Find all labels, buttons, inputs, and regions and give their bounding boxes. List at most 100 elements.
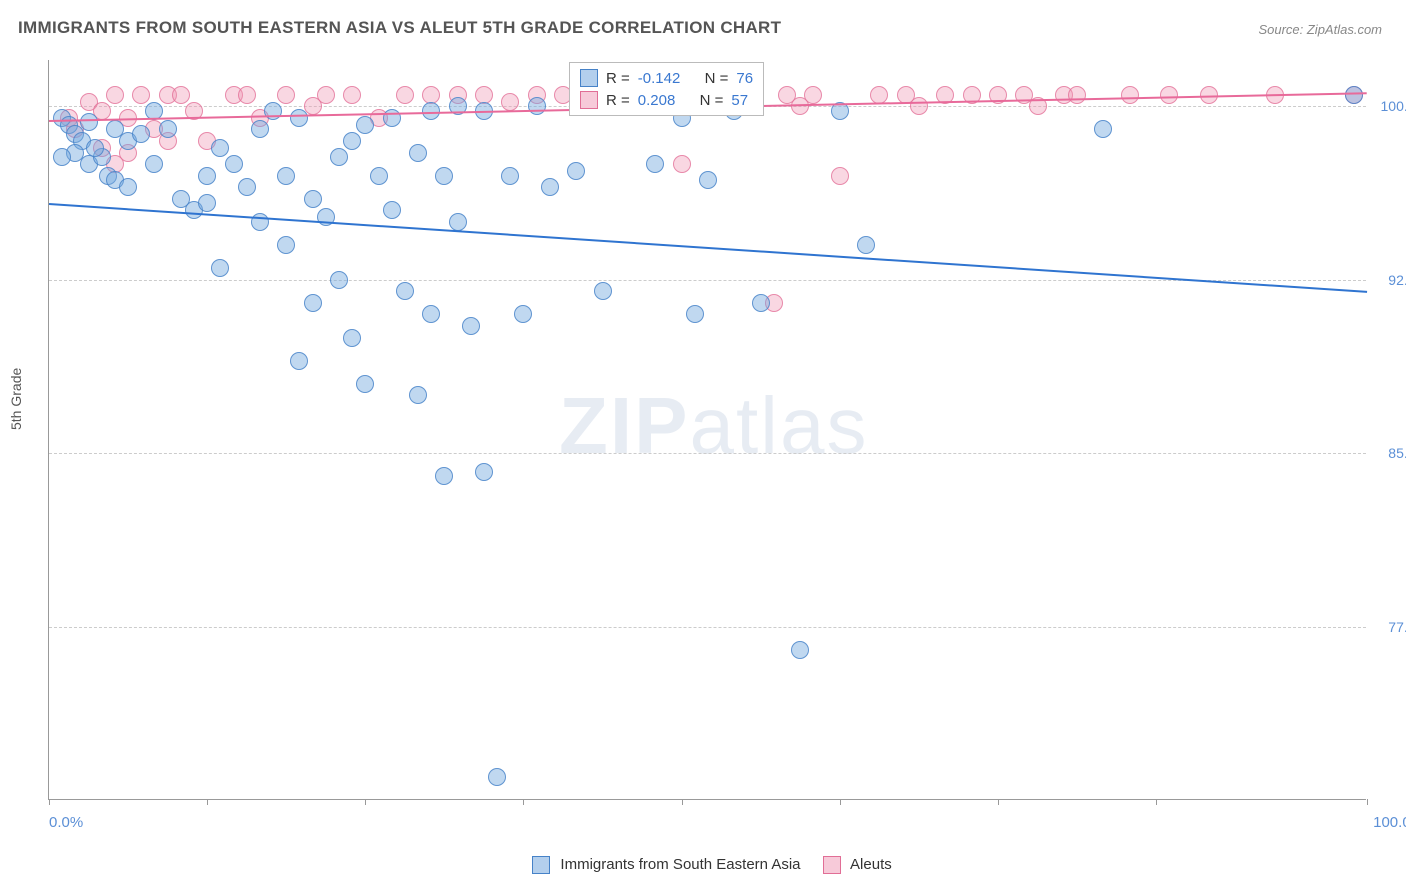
y-tick-label: 85.0%	[1388, 445, 1406, 461]
stat-swatch-blue	[580, 69, 598, 87]
scatter-point-blue	[686, 305, 704, 323]
scatter-point-blue	[462, 317, 480, 335]
stat-n-label: N =	[700, 92, 724, 109]
scatter-point-blue	[211, 139, 229, 157]
scatter-point-pink	[396, 86, 414, 104]
scatter-point-blue	[594, 282, 612, 300]
stat-r-value-blue: -0.142	[638, 70, 681, 87]
scatter-point-blue	[277, 167, 295, 185]
scatter-point-blue	[238, 178, 256, 196]
scatter-point-pink	[673, 155, 691, 173]
x-axis-label-left: 0.0%	[49, 814, 83, 831]
legend-swatch-blue	[532, 856, 550, 874]
scatter-point-blue	[159, 120, 177, 138]
x-axis-label-right: 100.0%	[1373, 814, 1406, 831]
scatter-point-pink	[238, 86, 256, 104]
stat-swatch-pink	[580, 91, 598, 109]
x-tick	[523, 799, 524, 805]
scatter-point-blue	[383, 109, 401, 127]
scatter-point-pink	[172, 86, 190, 104]
scatter-point-blue	[435, 167, 453, 185]
watermark-part2: atlas	[689, 381, 868, 470]
scatter-point-blue	[330, 271, 348, 289]
legend-swatch-pink	[823, 856, 841, 874]
scatter-point-blue	[791, 641, 809, 659]
scatter-point-blue	[370, 167, 388, 185]
scatter-point-blue	[699, 171, 717, 189]
scatter-point-blue	[198, 194, 216, 212]
stat-r-label: R =	[606, 92, 630, 109]
scatter-point-pink	[343, 86, 361, 104]
scatter-point-pink	[132, 86, 150, 104]
scatter-point-blue	[435, 467, 453, 485]
stat-row-blue: R =-0.142 N =76	[580, 67, 753, 89]
scatter-point-pink	[317, 86, 335, 104]
scatter-point-blue	[277, 236, 295, 254]
scatter-point-blue	[290, 109, 308, 127]
scatter-point-blue	[409, 386, 427, 404]
x-tick	[682, 799, 683, 805]
scatter-point-blue	[567, 162, 585, 180]
scatter-point-blue	[145, 155, 163, 173]
scatter-point-blue	[449, 213, 467, 231]
gridline	[49, 627, 1366, 628]
stat-n-label: N =	[705, 70, 729, 87]
scatter-point-blue	[422, 305, 440, 323]
scatter-point-blue	[290, 352, 308, 370]
x-tick	[998, 799, 999, 805]
scatter-point-pink	[106, 86, 124, 104]
y-tick-label: 92.5%	[1388, 272, 1406, 288]
scatter-point-blue	[528, 97, 546, 115]
stat-r-value-pink: 0.208	[638, 92, 676, 109]
scatter-point-blue	[119, 178, 137, 196]
chart-title: IMMIGRANTS FROM SOUTH EASTERN ASIA VS AL…	[18, 18, 781, 38]
scatter-point-blue	[541, 178, 559, 196]
scatter-point-blue	[356, 116, 374, 134]
scatter-point-blue	[1094, 120, 1112, 138]
gridline	[49, 280, 1366, 281]
scatter-point-pink	[1121, 86, 1139, 104]
scatter-point-pink	[501, 93, 519, 111]
y-axis-label: 5th Grade	[8, 368, 24, 430]
source-attribution: Source: ZipAtlas.com	[1258, 22, 1382, 37]
scatter-point-pink	[831, 167, 849, 185]
x-tick	[365, 799, 366, 805]
scatter-point-blue	[501, 167, 519, 185]
stat-r-label: R =	[606, 70, 630, 87]
scatter-point-blue	[356, 375, 374, 393]
scatter-point-blue	[1345, 86, 1363, 104]
legend-label-series1: Immigrants from South Eastern Asia	[560, 856, 800, 873]
scatter-point-blue	[409, 144, 427, 162]
x-tick	[840, 799, 841, 805]
scatter-point-blue	[330, 148, 348, 166]
scatter-point-blue	[857, 236, 875, 254]
scatter-point-blue	[86, 139, 104, 157]
gridline	[49, 453, 1366, 454]
chart-container: IMMIGRANTS FROM SOUTH EASTERN ASIA VS AL…	[0, 0, 1406, 892]
x-tick	[49, 799, 50, 805]
scatter-point-blue	[304, 190, 322, 208]
watermark-part1: ZIP	[559, 381, 689, 470]
x-tick	[1156, 799, 1157, 805]
scatter-point-blue	[251, 213, 269, 231]
scatter-point-blue	[475, 463, 493, 481]
y-tick-label: 77.5%	[1388, 619, 1406, 635]
scatter-point-blue	[198, 167, 216, 185]
scatter-point-blue	[80, 113, 98, 131]
legend-label-series2: Aleuts	[850, 856, 892, 873]
scatter-point-blue	[343, 329, 361, 347]
scatter-point-blue	[304, 294, 322, 312]
scatter-point-pink	[1068, 86, 1086, 104]
scatter-point-pink	[804, 86, 822, 104]
stat-n-value-pink: 57	[731, 92, 748, 109]
stat-row-pink: R = 0.208 N = 57	[580, 89, 753, 111]
bottom-legend: Immigrants from South Eastern Asia Aleut…	[0, 856, 1406, 874]
scatter-point-pink	[277, 86, 295, 104]
scatter-point-blue	[53, 148, 71, 166]
scatter-point-blue	[132, 125, 150, 143]
x-tick	[207, 799, 208, 805]
correlation-stat-box: R =-0.142 N =76R =0.208 N =57	[569, 62, 764, 116]
x-tick	[1367, 799, 1368, 805]
scatter-point-blue	[211, 259, 229, 277]
scatter-point-pink	[1160, 86, 1178, 104]
